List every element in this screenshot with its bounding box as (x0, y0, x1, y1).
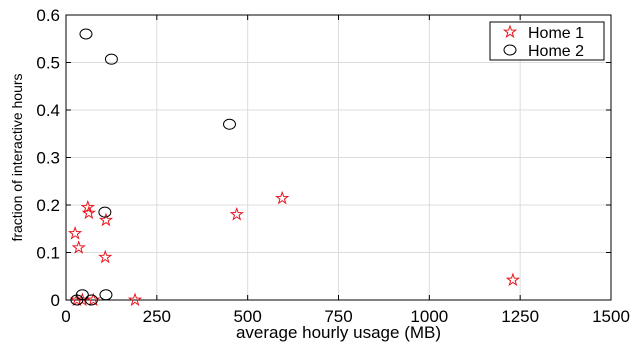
legend-marker (503, 44, 517, 56)
y-tick-labels: 0 0.1 0.2 0.3 0.4 0.5 0.6 (36, 6, 60, 310)
series-home-1 (67, 190, 521, 307)
series-home-2 (70, 28, 236, 306)
axes-ticks (65, 14, 612, 301)
x-tick-label: 0 (61, 307, 70, 326)
data-point (81, 205, 97, 220)
data-point (223, 118, 236, 130)
data-series (67, 28, 521, 307)
data-point (275, 190, 290, 205)
data-point (67, 225, 83, 240)
y-tick-label: 0.2 (36, 196, 60, 215)
y-tick-label: 0.5 (36, 54, 60, 73)
x-tick-labels: 0 250 500 750 1000 1250 1500 (61, 307, 630, 326)
y-axis-label: fraction of interactive hours (9, 73, 25, 241)
data-point (99, 289, 113, 301)
x-tick-label: 1000 (410, 307, 448, 326)
y-tick-label: 0.4 (36, 101, 60, 120)
y-tick-label: 0.6 (36, 6, 60, 25)
data-point (71, 240, 86, 254)
data-point (98, 249, 113, 264)
data-point (84, 294, 98, 306)
y-tick-label: 0 (51, 291, 60, 310)
data-point (505, 272, 521, 287)
data-point (229, 206, 244, 221)
y-tick-label: 0.3 (36, 149, 60, 168)
x-tick-label: 750 (324, 307, 352, 326)
legend-label: Home 1 (528, 25, 584, 42)
grid (66, 15, 611, 300)
data-point (127, 292, 143, 307)
data-point (98, 206, 112, 218)
legend-label: Home 2 (528, 43, 584, 60)
x-tick-label: 500 (233, 307, 261, 326)
x-tick-label: 1500 (592, 307, 630, 326)
y-tick-label: 0.1 (36, 244, 60, 263)
x-axis-label: average hourly usage (MB) (236, 323, 441, 342)
legend-marker (502, 24, 518, 39)
x-tick-label: 250 (143, 307, 171, 326)
x-tick-label: 1250 (501, 307, 539, 326)
data-point (79, 28, 93, 40)
data-point (104, 53, 118, 65)
data-point (98, 212, 114, 227)
data-point (70, 294, 84, 306)
